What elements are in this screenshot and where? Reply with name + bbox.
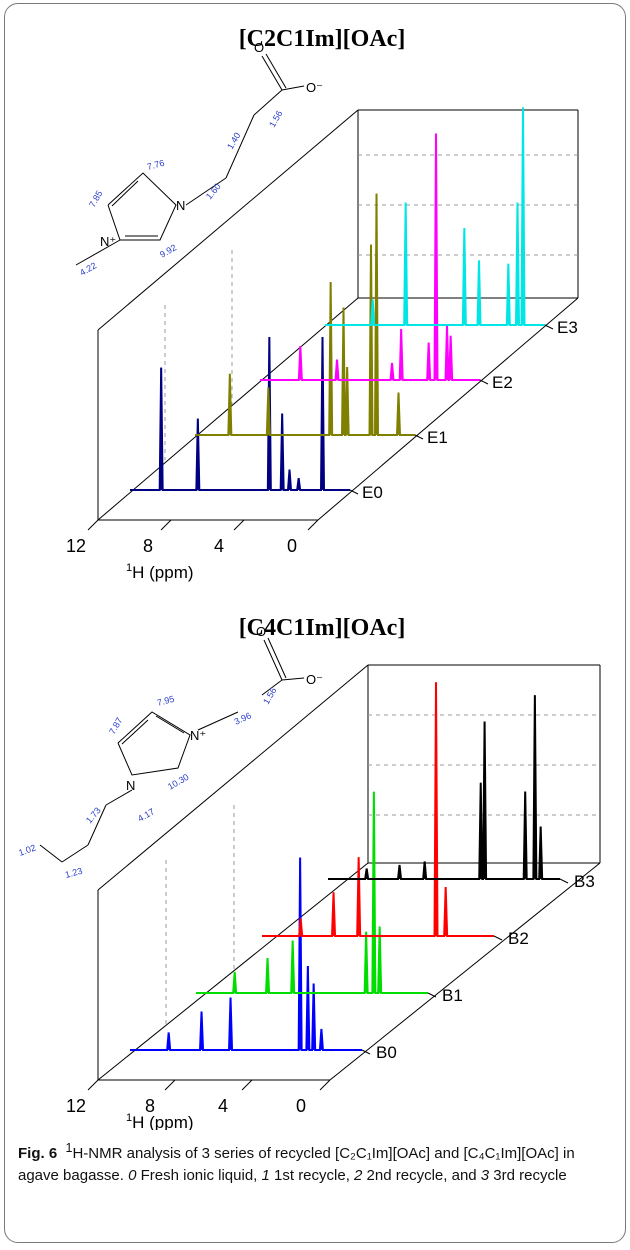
series-tick-B2 [493, 935, 503, 941]
plot-box-c2c1im [97, 109, 579, 521]
spectrum-B1 [196, 791, 428, 994]
series-label-B1: B1 [442, 986, 463, 1005]
plot-box-c4c1im [97, 664, 601, 1081]
atom-n: N [176, 198, 185, 213]
caption-legend-2-num: 2 [354, 1167, 363, 1184]
series-label-B3: B3 [574, 872, 595, 891]
atom-n: N [126, 778, 135, 793]
caption-legend-2-text: 2nd recycle, and [362, 1167, 481, 1184]
shift-label: 7.95 [156, 694, 176, 708]
x-tick-8: 8 [145, 1096, 155, 1116]
molecule-c2c1im [75, 53, 305, 266]
methyl-bond [75, 239, 121, 266]
panel-title-c4c1im: [C4C1Im][OAc] [239, 615, 406, 641]
caption-figure-label: Fig. 6 [18, 1145, 58, 1162]
caption-superscript: 1 [65, 1141, 73, 1155]
spectrum-E0 [130, 336, 350, 491]
shift-label: 7.85 [87, 189, 104, 209]
series-tick-E1 [414, 434, 424, 440]
x-tick-12: 12 [66, 536, 86, 556]
shift-label: 10.30 [166, 772, 191, 792]
series-tick-E2 [479, 379, 489, 385]
atom-o: O [254, 40, 264, 55]
shift-label: 7.76 [146, 158, 166, 172]
atom-n-plus: N⁺ [100, 234, 116, 249]
series-label-B2: B2 [508, 929, 529, 948]
shift-label: 1.56 [267, 109, 284, 129]
series-tick-B3 [559, 878, 569, 884]
box-bottom-right-diagonal [317, 297, 579, 521]
spectra-c4c1im: B0 B1 B2 B3 [130, 682, 595, 1062]
series-label-E1: E1 [427, 428, 448, 447]
spectrum-E1 [195, 193, 415, 436]
series-label-B0: B0 [376, 1043, 397, 1062]
shift-label: 1.02 [17, 842, 37, 857]
x-tick-8: 8 [143, 536, 153, 556]
panel-c4c1im: [C4C1Im][OAc] B0 B1 B2 B3 12 8 4 0 1H (ppm) [17, 615, 601, 1130]
shift-label: 9.92 [158, 242, 178, 259]
spectrum-B0 [130, 857, 362, 1051]
caption-text: H-NMR analysis of 3 series of recycled [… [18, 1145, 575, 1184]
figure-caption: Fig. 6 1H-NMR analysis of 3 series of re… [18, 1137, 616, 1187]
spectrum-E2 [260, 133, 480, 381]
x-axis-label-c2c1im: 1H (ppm) [126, 562, 194, 582]
x-tick-0: 0 [296, 1096, 306, 1116]
x-tick-12: 12 [66, 1096, 86, 1116]
x-axis-label-c4c1im: 1H (ppm) [126, 1112, 194, 1130]
panel-c2c1im: [C2C1Im][OAc] E0 E1 E2 E3 12 8 4 0 1H (ppm) [66, 26, 579, 582]
nmr-figure: [C2C1Im][OAc] E0 E1 E2 E3 12 8 4 0 1H (ppm) [17, 26, 601, 1130]
panel-title-c2c1im: [C2C1Im][OAc] [239, 26, 406, 52]
series-tick-B0 [361, 1049, 371, 1055]
shift-label: 7.87 [107, 716, 124, 736]
shift-label: 1.60 [204, 181, 223, 201]
shift-label: 1.56 [261, 686, 278, 706]
shift-label: 1.23 [64, 866, 84, 880]
x-tick-0: 0 [287, 536, 297, 556]
shift-label: 1.73 [84, 805, 103, 825]
spectra-c2c1im: E0 E1 E2 E3 [130, 107, 578, 502]
x-tick-4: 4 [214, 536, 224, 556]
imidazole-ring [107, 172, 177, 241]
x-tick-marks-c2c1im [87, 519, 319, 531]
series-label-E0: E0 [362, 483, 383, 502]
series-tick-E3 [544, 324, 554, 330]
shift-label: 4.22 [78, 260, 98, 277]
imidazole-ring [117, 711, 191, 776]
atom-o-minus: O⁻ [306, 80, 323, 95]
shift-label: 4.17 [136, 806, 156, 823]
x-tick-4: 4 [218, 1096, 228, 1116]
series-tick-E0 [349, 489, 359, 495]
atom-n-plus: N⁺ [190, 728, 206, 743]
series-tick-B1 [427, 992, 437, 998]
x-tick-marks-c4c1im [87, 1079, 331, 1091]
caption-legend-0-num: 0 [128, 1167, 137, 1184]
atom-o-minus: O⁻ [306, 672, 323, 687]
caption-legend-3-num: 3 [480, 1167, 490, 1184]
caption-legend-1-text: 1st recycle, [269, 1167, 355, 1184]
atom-o: O [256, 624, 266, 639]
series-label-E2: E2 [492, 373, 513, 392]
caption-legend-3-text: 3rd recycle [489, 1167, 567, 1184]
caption-legend-1-num: 1 [261, 1167, 270, 1184]
series-label-E3: E3 [557, 318, 578, 337]
spectrum-B3 [328, 695, 560, 880]
spectrum-B2 [262, 682, 494, 937]
box-top-left-diagonal [97, 109, 359, 331]
caption-legend-0-text: Fresh ionic liquid, [136, 1167, 262, 1184]
molecule-c4c1im [39, 637, 305, 863]
